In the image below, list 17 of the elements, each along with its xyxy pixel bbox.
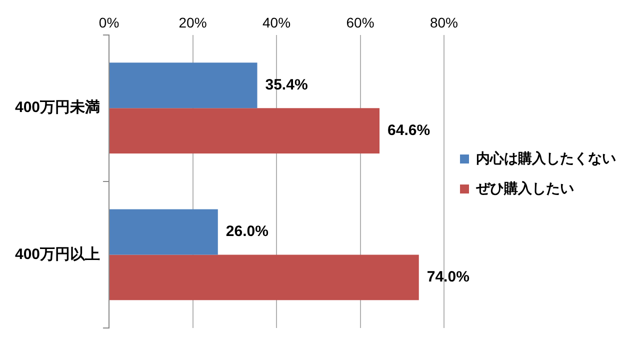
- bar: [110, 209, 218, 255]
- y-tick-label: 400万円以上: [14, 246, 100, 263]
- x-tick-label: 20%: [178, 14, 207, 30]
- x-tick-label: 80%: [430, 14, 458, 30]
- y-tick-label: 400万円未満: [14, 99, 100, 116]
- data-label: 35.4%: [265, 76, 308, 94]
- bar: [110, 108, 380, 154]
- legend-label: ぜひ購入したい: [475, 180, 574, 196]
- x-tick-label: 40%: [262, 14, 291, 30]
- x-tick-label: 0%: [98, 14, 120, 30]
- data-label: 74.0%: [426, 268, 470, 286]
- data-label: 64.6%: [388, 122, 430, 139]
- bar: [110, 254, 419, 300]
- legend-label: 内心は購入したくない: [476, 150, 616, 166]
- bar: [110, 62, 258, 108]
- x-tick-label: 60%: [346, 14, 374, 30]
- data-label: 26.0%: [226, 223, 268, 240]
